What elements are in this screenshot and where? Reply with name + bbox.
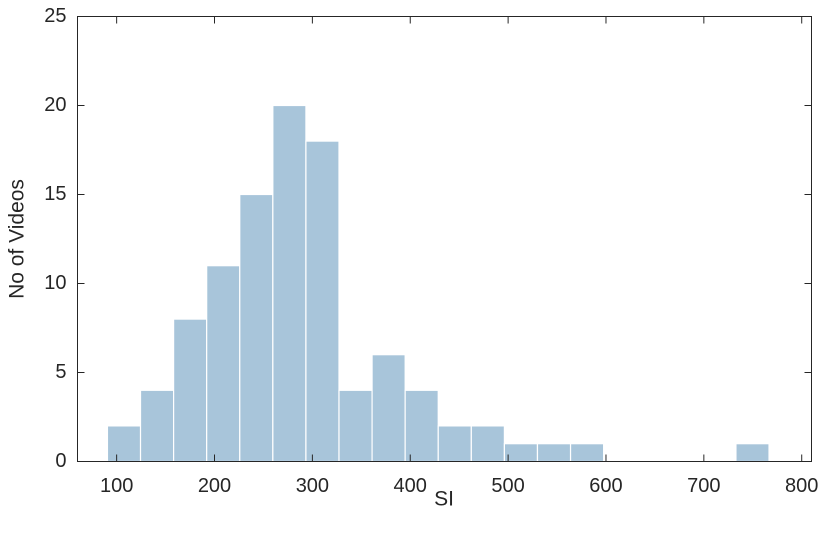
histogram-bar [371,354,406,463]
x-tick-label: 400 [394,475,427,497]
x-tick-label: 300 [296,475,329,497]
histogram-bar [470,425,505,463]
tick-labels-group: 100 200 300 400 500 600 700 800 0 5 10 15 20 25 [44,5,818,497]
histogram-bar [503,443,539,463]
y-tick-label: 20 [44,94,66,116]
x-axis-label: SI [434,488,454,511]
histogram-bar [139,389,175,463]
y-tick-label: 25 [44,5,66,27]
y-tick-label: 0 [55,450,66,472]
y-axis-label: No of Videos [6,179,29,299]
histogram-bar [569,443,605,463]
x-tick-label: 100 [100,475,133,497]
x-tick-label: 800 [785,475,818,497]
ticks-group [77,16,812,462]
x-tick-label: 700 [687,475,720,497]
plot-frame [77,16,812,462]
histogram-bar [735,443,770,463]
histogram-bar [305,140,340,463]
histogram-bar [404,389,439,463]
histogram-bar [206,265,241,463]
histogram-bar [272,104,307,463]
histogram-bar [338,389,373,463]
y-tick-label: 15 [44,183,66,205]
histogram-bar [173,318,208,463]
bars-group [106,104,770,463]
y-tick-label: 5 [55,361,66,383]
histogram-bar [536,443,572,463]
histogram-bar [437,425,472,463]
x-tick-label: 600 [589,475,622,497]
x-tick-label: 200 [198,475,231,497]
histogram-bar [239,193,274,463]
y-tick-label: 10 [44,272,66,294]
histogram-bar [106,425,142,463]
x-tick-label: 500 [491,475,524,497]
